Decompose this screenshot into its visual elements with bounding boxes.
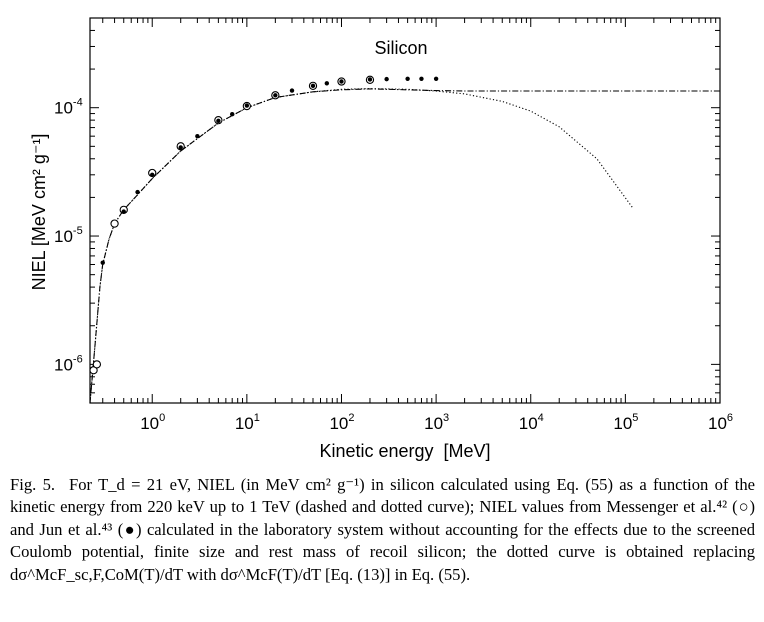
niel-chart: 100 101 102 103 104 105 106 10-6 10-5 10-4 Silico… xyxy=(29,17,733,461)
jun-data-point xyxy=(229,111,235,117)
jun-data-point xyxy=(405,76,410,81)
x-tick-label: 100 xyxy=(140,412,165,433)
jun-data-point xyxy=(273,93,278,98)
jun-data-point xyxy=(216,118,221,124)
dotted-curve xyxy=(89,88,634,404)
messenger-data-point xyxy=(92,360,102,369)
jun-data-point xyxy=(121,209,126,214)
jun-data-point xyxy=(419,76,424,81)
y-tick-label: 10-4 xyxy=(54,97,83,118)
jun-data-point xyxy=(178,145,183,150)
messenger-data-point xyxy=(110,219,119,228)
x-tick-label: 105 xyxy=(613,412,638,433)
jun-data-point xyxy=(100,260,105,265)
data-markers xyxy=(89,75,439,375)
x-tick-label: 104 xyxy=(519,412,544,433)
caption-text: For T_d = 21 eV, NIEL (in MeV cm² g⁻¹) i… xyxy=(10,475,755,584)
jun-data-point xyxy=(384,76,389,82)
y-tick-label: 10-6 xyxy=(54,353,83,374)
jun-data-point xyxy=(433,76,439,81)
y-tick-label: 10-5 xyxy=(54,225,83,246)
x-tick-label: 102 xyxy=(329,412,354,433)
x-tick-label: 106 xyxy=(708,412,733,433)
plot-frame xyxy=(89,17,721,404)
jun-data-point xyxy=(195,133,200,139)
axis-ticks: 100 101 102 103 104 105 106 10-6 10-5 10-4 xyxy=(54,17,733,433)
figure-label: Fig. 5. xyxy=(10,475,56,494)
y-axis-label: NIEL [MeV cm² g⁻¹] xyxy=(29,134,49,291)
jun-data-point xyxy=(324,81,330,86)
jun-data-point xyxy=(289,88,295,93)
x-tick-label: 103 xyxy=(424,412,449,433)
x-tick-label: 101 xyxy=(235,412,260,433)
jun-data-point xyxy=(150,172,155,178)
dashed-dotted-curve xyxy=(89,88,720,404)
jun-data-point xyxy=(310,83,316,89)
curves xyxy=(89,88,720,404)
chart-title: Silicon xyxy=(374,38,427,58)
jun-data-point xyxy=(244,103,250,108)
x-axis-label: Kinetic energy [MeV] xyxy=(319,441,490,461)
jun-data-point xyxy=(135,189,140,195)
jun-data-point xyxy=(339,79,344,84)
jun-data-point xyxy=(367,77,373,82)
figure-caption: Fig. 5. For T_d = 21 eV, NIEL (in MeV cm²… xyxy=(10,474,755,586)
